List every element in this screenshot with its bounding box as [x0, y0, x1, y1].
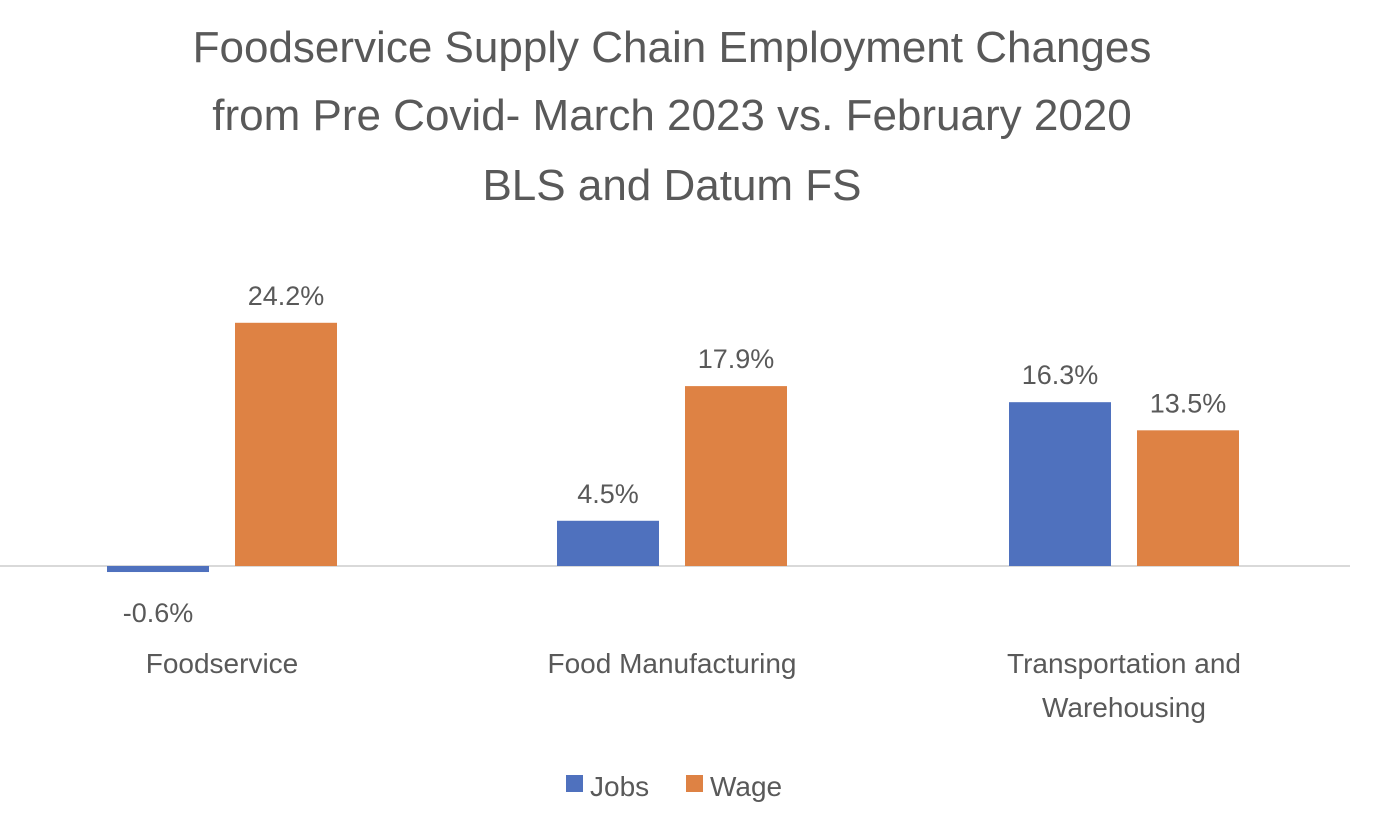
category-label: Foodservice: [146, 648, 299, 679]
data-label-wage-3: 13.5%: [1150, 388, 1227, 418]
legend-swatch-jobs: [566, 775, 583, 792]
legend: Jobs Wage: [566, 771, 782, 802]
data-labels: -0.6% 4.5% 16.3% 24.2% 17.9% 13.5%: [123, 281, 1227, 628]
bar-jobs-2: [557, 520, 659, 566]
bar-jobs-1: [107, 566, 209, 573]
category-label: Warehousing: [1042, 692, 1206, 723]
chart-title-line: BLS and Datum FS: [482, 161, 861, 210]
legend-swatch-wage: [686, 775, 703, 792]
bar-wage-2: [685, 386, 787, 566]
legend-label-wage: Wage: [710, 771, 782, 802]
chart-title-line: from Pre Covid- March 2023 vs. February …: [212, 91, 1132, 140]
category-labels: Foodservice Food Manufacturing Transportat…: [146, 648, 1241, 723]
data-label-jobs-1: -0.6%: [123, 598, 194, 628]
chart-title-line: Foodservice Supply Chain Employment Chan…: [193, 23, 1152, 72]
data-label-jobs-2: 4.5%: [577, 479, 639, 509]
data-label-jobs-3: 16.3%: [1022, 360, 1099, 390]
legend-label-jobs: Jobs: [590, 771, 649, 802]
bar-wage-1: [235, 322, 337, 566]
data-label-wage-1: 24.2%: [248, 281, 325, 311]
bar-wage-3: [1137, 430, 1239, 566]
category-label: Food Manufacturing: [547, 648, 796, 679]
bars: [107, 322, 1239, 573]
bar-jobs-3: [1009, 402, 1111, 566]
chart-title: Foodservice Supply Chain Employment Chan…: [193, 23, 1152, 210]
data-label-wage-2: 17.9%: [698, 344, 775, 374]
category-label: Transportation and: [1007, 648, 1241, 679]
